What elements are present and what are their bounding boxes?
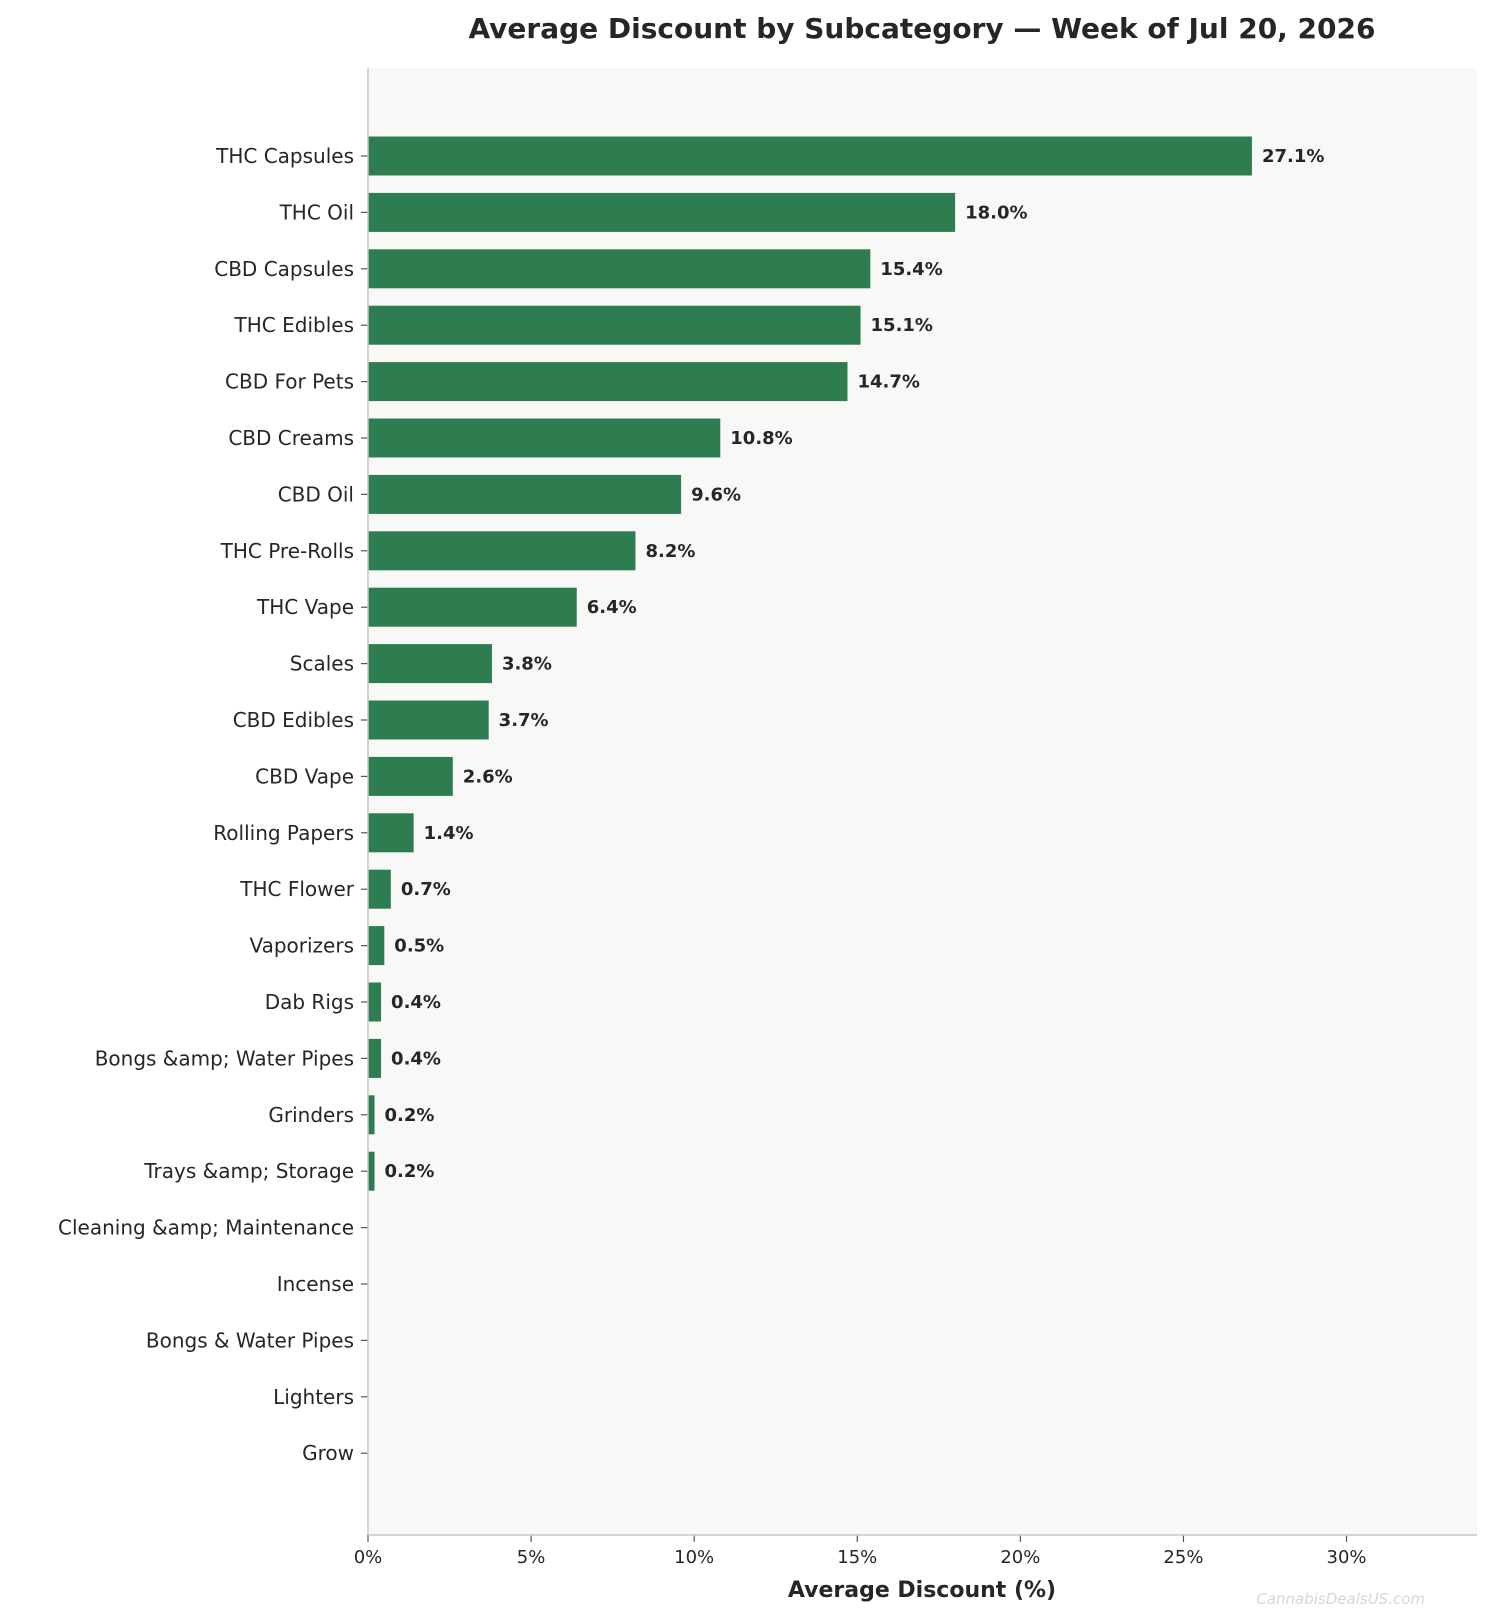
x-tick-label: 25% [1163,1547,1203,1568]
x-tick-label: 0% [354,1547,383,1568]
bar [368,362,848,402]
value-labels-layer: 27.1% 18.0% 15.4% 15.1% 14.7% 10.8% 9.6% 8.2% 6.… [385,146,1325,1182]
bar [368,644,492,684]
category-label: Bongs & Water Pipes [146,1328,354,1352]
bar-value-label: 15.4% [880,259,942,280]
bar-value-label: 3.7% [499,710,549,731]
bar-value-label: 2.6% [463,766,513,787]
bar-value-label: 0.5% [394,936,444,957]
bar-value-label: 6.4% [587,597,637,618]
bar-value-label: 0.7% [401,879,451,900]
category-label: CBD Vape [255,764,354,788]
bar [368,474,682,514]
x-tick-label: 5% [517,1547,546,1568]
category-label: Trays &amp; Storage [143,1159,354,1183]
category-label: THC Edibles [234,313,354,337]
bar [368,1038,382,1078]
category-label: CBD Edibles [233,708,354,732]
x-tick-label: 10% [674,1547,714,1568]
bar-value-label: 0.2% [385,1105,435,1126]
bar [368,136,1252,176]
bar-value-label: 15.1% [871,315,933,336]
category-label: THC Oil [279,200,354,224]
bar-value-label: 10.8% [730,428,792,449]
bar-value-label: 27.1% [1262,146,1324,167]
category-label: Scales [290,652,354,676]
category-label: Grinders [268,1103,354,1127]
bar [368,813,414,853]
bar-value-label: 0.4% [391,1048,441,1069]
bar [368,249,871,289]
bar [368,869,391,909]
category-label: THC Capsules [215,144,354,168]
bar [368,418,721,458]
category-label: CBD Creams [228,426,354,450]
category-label: Lighters [273,1385,354,1409]
bar [368,1095,375,1135]
bar-value-label: 14.7% [857,372,919,393]
bar [368,700,489,740]
category-label: Cleaning &amp; Maintenance [58,1216,354,1240]
category-label: Vaporizers [249,934,354,958]
chart-title: Average Discount by Subcategory — Week o… [468,12,1375,45]
category-label: Incense [277,1272,354,1296]
bars-layer [368,136,1252,1191]
category-label: THC Pre-Rolls [220,539,354,563]
bar-value-label: 18.0% [965,202,1027,223]
x-tick-label: 20% [1000,1547,1040,1568]
category-label: Dab Rigs [265,990,354,1014]
category-label: THC Vape [256,595,354,619]
x-tick-label: 15% [837,1547,877,1568]
bar [368,305,861,345]
category-label: CBD Oil [278,482,354,506]
bar [368,192,956,232]
category-label: CBD Capsules [214,257,354,281]
category-labels-layer: THC Capsules THC Oil CBD Capsules THC Edibl… [58,144,368,1465]
bar [368,982,382,1022]
bar-value-label: 1.4% [424,823,474,844]
bar-value-label: 8.2% [645,541,695,562]
bar [368,587,577,627]
bar [368,926,385,966]
bar [368,756,453,796]
watermark: CannabisDealsUS.com [1256,1590,1425,1608]
bar-value-label: 0.2% [385,1161,435,1182]
bar [368,1151,375,1191]
category-label: Bongs &amp; Water Pipes [95,1046,354,1070]
x-axis-title: Average Discount (%) [788,1578,1056,1603]
category-label: THC Flower [239,877,355,901]
category-label: Rolling Papers [213,821,354,845]
bar-value-label: 9.6% [691,484,741,505]
category-label: CBD For Pets [225,370,354,394]
x-axis-ticks: 0% 5% 10% 15% 20% 25% 30% [354,1535,1367,1568]
x-tick-label: 30% [1327,1547,1367,1568]
category-label: Grow [302,1441,354,1465]
bar-value-label: 0.4% [391,992,441,1013]
bar-value-label: 3.8% [502,654,552,675]
bar [368,531,636,571]
